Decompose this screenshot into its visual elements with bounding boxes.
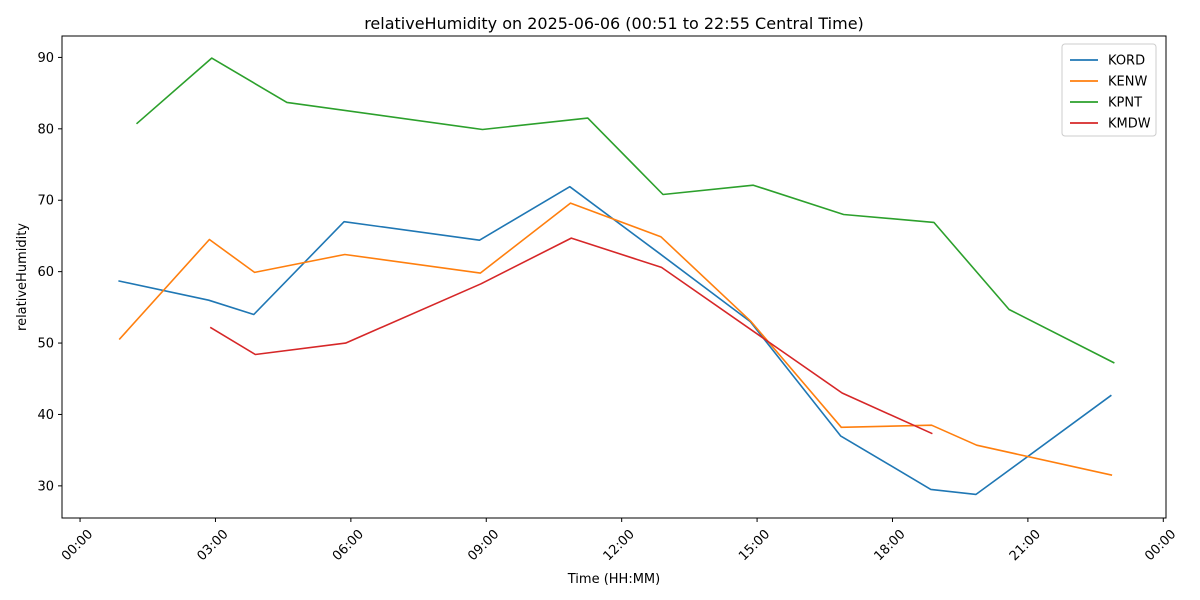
x-tick-label: 12:00 <box>601 527 638 564</box>
x-tick-label: 06:00 <box>330 527 367 564</box>
x-tick-label: 18:00 <box>871 527 908 564</box>
legend-box <box>1061 43 1157 137</box>
legend-label-kenw: KENW <box>1108 75 1147 90</box>
plot-lines <box>118 57 1115 496</box>
y-tick-label: 30 <box>37 479 54 494</box>
x-tick-label: 03:00 <box>194 527 231 564</box>
x-tick-label: 09:00 <box>465 527 502 564</box>
x-axis-label: Time (HH:MM) <box>567 572 660 587</box>
legend: KORD KENW KPNT KMDW <box>1061 43 1157 137</box>
y-axis-label: relativeHumidity <box>15 223 30 331</box>
y-tick-label: 70 <box>37 194 54 209</box>
y-tick-label: 90 <box>37 51 54 66</box>
series-line-kenw <box>118 202 1113 476</box>
x-tick-label: 21:00 <box>1007 527 1044 564</box>
chart-title: relativeHumidity on 2025-06-06 (00:51 to… <box>364 14 864 33</box>
y-tick-label: 50 <box>37 337 54 352</box>
y-tick-label: 60 <box>37 265 54 280</box>
x-tick-label: 00:00 <box>59 527 96 564</box>
series-line-kord <box>118 185 1112 496</box>
legend-label-kord: KORD <box>1108 54 1145 69</box>
x-axis: 00:00 03:00 06:00 09:00 12:00 15:00 18:00 21:00… <box>59 518 1179 564</box>
x-tick-label: 00:00 <box>1142 527 1179 564</box>
plot-frame <box>61 35 1167 519</box>
y-tick-label: 80 <box>37 122 54 137</box>
legend-label-kmdw: KMDW <box>1108 117 1151 132</box>
series-line-kmdw <box>209 237 933 435</box>
x-tick-label: 15:00 <box>736 527 773 564</box>
legend-label-kpnt: KPNT <box>1108 96 1142 111</box>
y-tick-label: 40 <box>37 408 54 423</box>
series-line-kpnt <box>135 57 1115 364</box>
y-axis: 30 40 50 60 70 80 90 <box>37 51 62 494</box>
